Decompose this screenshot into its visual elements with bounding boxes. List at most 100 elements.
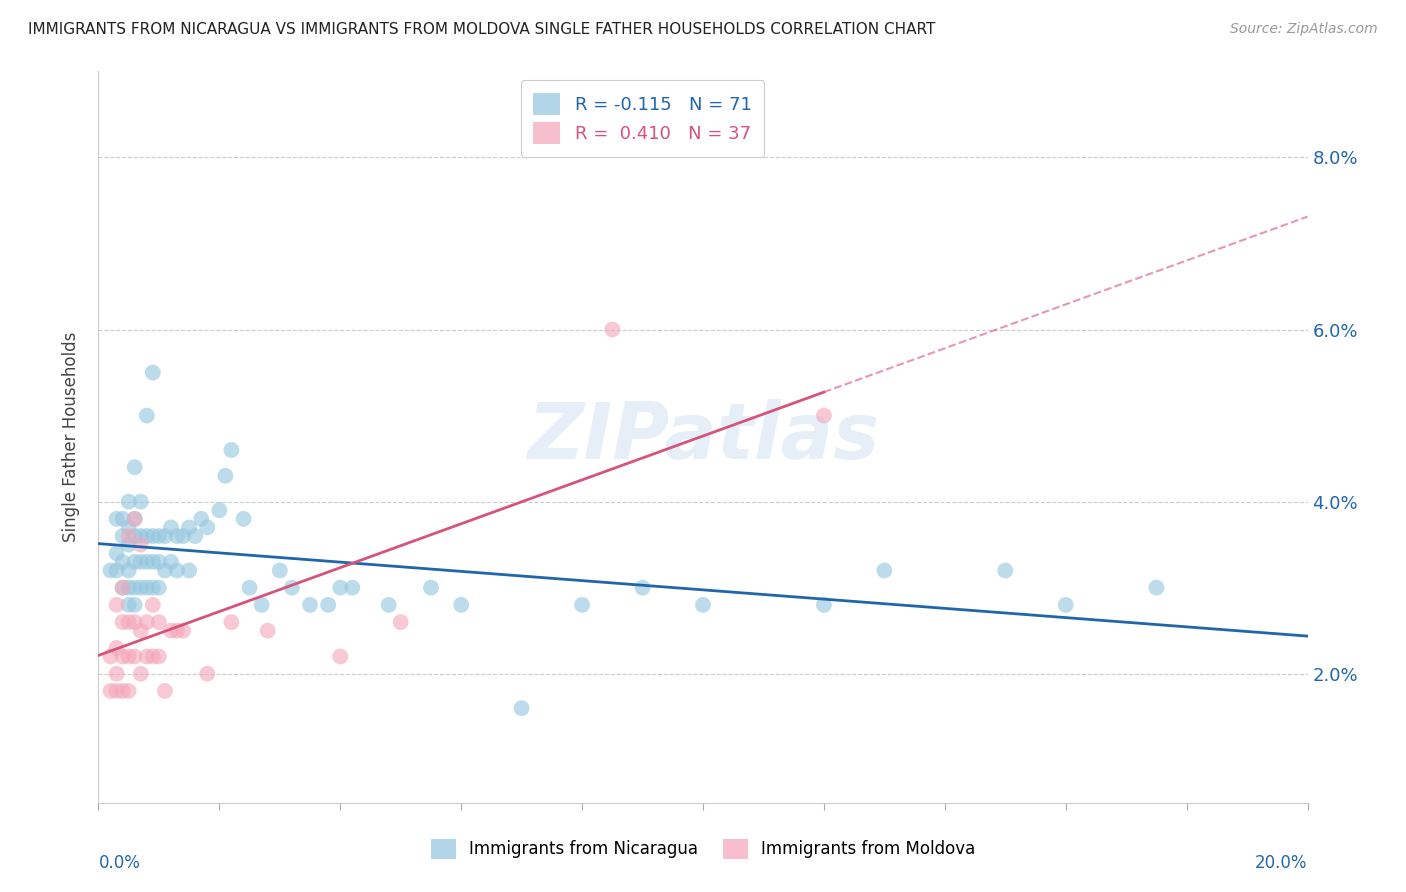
Point bbox=[111, 615, 134, 629]
Point bbox=[142, 529, 165, 543]
Point bbox=[105, 546, 128, 560]
Point bbox=[129, 666, 152, 681]
Point bbox=[250, 598, 273, 612]
Point bbox=[195, 666, 218, 681]
Point bbox=[118, 564, 141, 578]
Point bbox=[118, 649, 141, 664]
Point bbox=[105, 564, 128, 578]
Point bbox=[450, 598, 472, 612]
Point bbox=[239, 581, 262, 595]
Text: Source: ZipAtlas.com: Source: ZipAtlas.com bbox=[1230, 22, 1378, 37]
Point bbox=[148, 529, 170, 543]
Point bbox=[124, 598, 146, 612]
Point bbox=[129, 555, 152, 569]
Point bbox=[299, 598, 322, 612]
Point bbox=[129, 494, 152, 508]
Point bbox=[160, 555, 183, 569]
Point bbox=[329, 581, 352, 595]
Point bbox=[160, 520, 183, 534]
Point bbox=[124, 581, 146, 595]
Point bbox=[281, 581, 304, 595]
Point bbox=[118, 520, 141, 534]
Point bbox=[172, 529, 194, 543]
Point bbox=[148, 615, 170, 629]
Point bbox=[269, 564, 291, 578]
Point bbox=[105, 512, 128, 526]
Point bbox=[111, 581, 134, 595]
Point bbox=[135, 555, 157, 569]
Text: IMMIGRANTS FROM NICARAGUA VS IMMIGRANTS FROM MOLDOVA SINGLE FATHER HOUSEHOLDS CO: IMMIGRANTS FROM NICARAGUA VS IMMIGRANTS … bbox=[28, 22, 935, 37]
Point bbox=[148, 581, 170, 595]
Point bbox=[129, 624, 152, 638]
Legend: Immigrants from Nicaragua, Immigrants from Moldova: Immigrants from Nicaragua, Immigrants fr… bbox=[423, 832, 983, 866]
Text: ZIPatlas: ZIPatlas bbox=[527, 399, 879, 475]
Point bbox=[602, 322, 624, 336]
Point bbox=[377, 598, 399, 612]
Point bbox=[124, 615, 146, 629]
Point bbox=[124, 512, 146, 526]
Point bbox=[111, 684, 134, 698]
Point bbox=[166, 564, 188, 578]
Point bbox=[135, 581, 157, 595]
Point bbox=[631, 581, 654, 595]
Point bbox=[100, 564, 122, 578]
Point bbox=[142, 649, 165, 664]
Point bbox=[135, 615, 157, 629]
Point bbox=[124, 512, 146, 526]
Point bbox=[135, 529, 157, 543]
Point bbox=[153, 564, 176, 578]
Point bbox=[100, 684, 122, 698]
Point bbox=[329, 649, 352, 664]
Point bbox=[179, 564, 201, 578]
Point bbox=[184, 529, 207, 543]
Point bbox=[111, 581, 134, 595]
Legend: R = -0.115   N = 71, R =  0.410   N = 37: R = -0.115 N = 71, R = 0.410 N = 37 bbox=[520, 80, 765, 157]
Point bbox=[129, 538, 152, 552]
Point bbox=[160, 624, 183, 638]
Point bbox=[100, 649, 122, 664]
Point bbox=[142, 581, 165, 595]
Point bbox=[420, 581, 443, 595]
Point bbox=[118, 581, 141, 595]
Point bbox=[692, 598, 714, 612]
Text: 20.0%: 20.0% bbox=[1256, 855, 1308, 872]
Point bbox=[118, 598, 141, 612]
Point bbox=[124, 649, 146, 664]
Point bbox=[111, 555, 134, 569]
Point bbox=[148, 649, 170, 664]
Point bbox=[166, 624, 188, 638]
Point bbox=[153, 684, 176, 698]
Point bbox=[105, 666, 128, 681]
Point bbox=[179, 520, 201, 534]
Point bbox=[172, 624, 194, 638]
Point bbox=[994, 564, 1017, 578]
Point bbox=[111, 529, 134, 543]
Point bbox=[389, 615, 412, 629]
Point bbox=[129, 529, 152, 543]
Point bbox=[135, 409, 157, 423]
Point bbox=[118, 684, 141, 698]
Point bbox=[118, 494, 141, 508]
Point bbox=[221, 442, 243, 457]
Point bbox=[142, 366, 165, 380]
Point bbox=[118, 615, 141, 629]
Point bbox=[316, 598, 339, 612]
Point bbox=[208, 503, 231, 517]
Point bbox=[124, 529, 146, 543]
Y-axis label: Single Father Households: Single Father Households bbox=[62, 332, 80, 542]
Text: 0.0%: 0.0% bbox=[98, 855, 141, 872]
Point bbox=[232, 512, 254, 526]
Point bbox=[105, 684, 128, 698]
Point bbox=[153, 529, 176, 543]
Point bbox=[214, 468, 236, 483]
Point bbox=[195, 520, 218, 534]
Point bbox=[1054, 598, 1077, 612]
Point bbox=[813, 409, 835, 423]
Point bbox=[135, 649, 157, 664]
Point bbox=[221, 615, 243, 629]
Point bbox=[105, 640, 128, 655]
Point bbox=[105, 598, 128, 612]
Point bbox=[124, 460, 146, 475]
Point bbox=[148, 555, 170, 569]
Point bbox=[142, 555, 165, 569]
